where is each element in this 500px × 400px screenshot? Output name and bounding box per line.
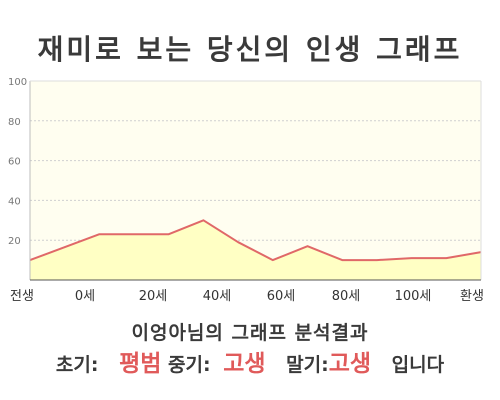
mid-value: 고생	[223, 351, 266, 377]
late-label: 말기:	[286, 354, 329, 376]
x-tick-label: 60세	[267, 289, 296, 304]
x-tick-label: 20세	[139, 289, 168, 304]
y-tick-label: 100	[8, 77, 27, 88]
analysis-title: 그래프 분석결과	[231, 322, 369, 344]
analysis-heading: 이엉아님의 그래프 분석결과	[0, 318, 500, 345]
x-tick-label: 전생	[10, 289, 34, 304]
user-name: 이엉아님의	[131, 322, 224, 344]
x-tick-label: 환생	[460, 289, 484, 304]
y-tick-label: 40	[8, 196, 21, 207]
early-value: 평범	[119, 351, 162, 377]
ending-text: 입니다	[391, 354, 445, 376]
x-tick-label: 100세	[395, 289, 432, 304]
mid-label: 중기:	[168, 354, 211, 376]
y-tick-label: 20	[8, 236, 21, 247]
y-tick-label: 80	[8, 117, 21, 128]
page-title: 재미로 보는 당신의 인생 그래프	[37, 33, 463, 66]
x-tick-label: 0세	[75, 289, 95, 304]
analysis-summary: 초기: 평범 중기: 고생 말기:고생 입니다	[0, 344, 500, 378]
y-tick-label: 60	[8, 157, 21, 168]
late-value: 고생	[328, 351, 372, 377]
x-tick-label: 40세	[203, 289, 232, 304]
life-line	[29, 219, 482, 262]
life-graph-chart: 20 40 60 80 100 전생 0세 20세 40세 60세 80세 100세 환생	[8, 77, 484, 304]
early-label: 초기:	[55, 354, 99, 376]
x-tick-label: 80세	[332, 289, 361, 304]
